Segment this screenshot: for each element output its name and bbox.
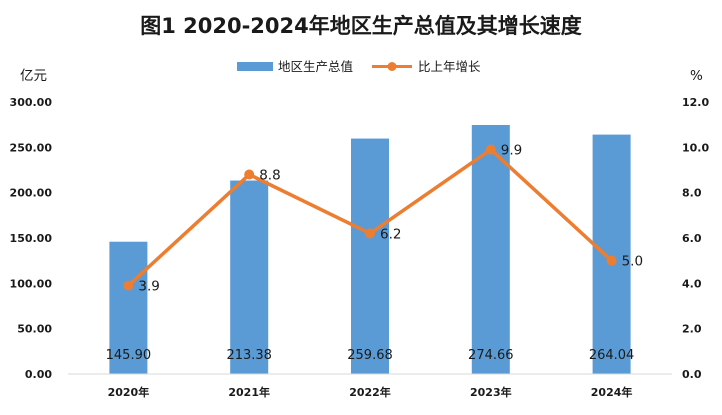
x-tick-label: 2020年: [108, 385, 150, 399]
y-right-unit: %: [690, 68, 703, 84]
legend-line-marker: [387, 62, 397, 71]
x-tick-label: 2021年: [228, 385, 270, 399]
y-right-tick-label: 2.0: [682, 323, 702, 336]
x-tick-label: 2023年: [470, 385, 512, 399]
y-right-tick-label: 4.0: [682, 277, 702, 290]
bar-value-label: 213.38: [226, 348, 272, 363]
x-ticks: 2020年 2021年 2022年 2023年 2024年: [108, 385, 633, 399]
bar: [109, 241, 148, 374]
bar: [471, 124, 510, 374]
bar: [230, 180, 269, 374]
legend-bar-label: 地区生产总值: [278, 59, 353, 74]
line-value-label: 3.9: [138, 279, 159, 295]
line-value-label: 6.2: [380, 226, 401, 242]
legend-line-label: 比上年增长: [418, 59, 481, 74]
y-left-ticks: 0.00 50.00 100.00 150.00 200.00 250.00 300.00: [10, 96, 53, 381]
y-right-tick-label: 6.0: [682, 232, 702, 245]
x-tick-label: 2022年: [349, 385, 391, 399]
x-tick-label: 2024年: [591, 385, 633, 399]
line-point: [123, 280, 134, 291]
y-left-tick-label: 100.00: [10, 277, 53, 290]
y-left-tick-label: 150.00: [10, 232, 53, 245]
y-left-unit: 亿元: [20, 68, 47, 84]
bar-labels: 145.90 213.38 259.68 274.66 264.04: [106, 348, 635, 363]
y-left-tick-label: 0.00: [25, 368, 52, 381]
line-value-label: 5.0: [622, 254, 643, 270]
y-right-tick-label: 12.0: [682, 96, 709, 109]
y-left-tick-label: 300.00: [10, 96, 53, 109]
line-value-label: 8.8: [259, 168, 280, 184]
line-point: [244, 169, 255, 180]
bar: [592, 134, 631, 374]
bar-value-label: 145.90: [106, 348, 152, 363]
y-right-tick-label: 8.0: [682, 187, 702, 200]
chart-title: 图1 2020-2024年地区生产总值及其增长速度: [140, 14, 582, 38]
bar: [351, 138, 389, 374]
y-left-tick-label: 200.00: [10, 187, 53, 200]
legend: 地区生产总值 比上年增长: [237, 59, 481, 74]
legend-bar-swatch: [237, 62, 273, 71]
y-right-tick-label: 0.0: [682, 368, 702, 381]
line-labels: 3.9 8.8 6.2 9.9 5.0: [138, 143, 643, 295]
line-value-label: 9.9: [501, 143, 522, 159]
y-right-ticks: 0.0 2.0 4.0 6.0 8.0 10.0 12.0: [682, 96, 709, 381]
line-point: [606, 255, 617, 266]
y-left-tick-label: 50.00: [17, 323, 52, 336]
y-right-tick-label: 10.0: [682, 141, 709, 154]
line-series: [123, 144, 617, 291]
bar-value-label: 274.66: [468, 348, 514, 363]
line-point: [485, 144, 496, 155]
bar-value-label: 264.04: [589, 348, 635, 363]
line-point: [365, 228, 375, 239]
y-left-tick-label: 250.00: [10, 141, 53, 154]
bars: [109, 124, 631, 374]
bar-value-label: 259.68: [347, 348, 393, 363]
